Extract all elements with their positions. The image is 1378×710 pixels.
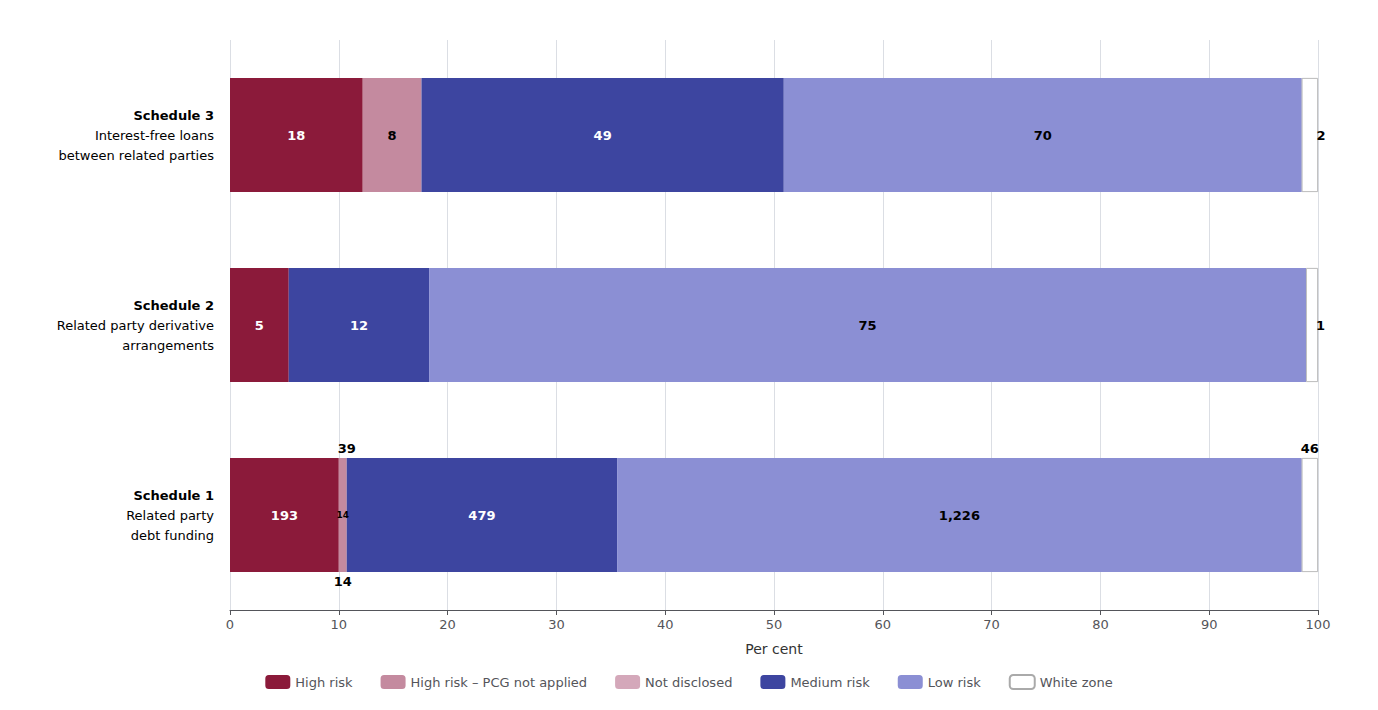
svg-text:70: 70	[983, 617, 1000, 632]
svg-text:14: 14	[337, 510, 350, 520]
svg-text:75: 75	[859, 318, 877, 333]
svg-text:Related party derivative: Related party derivative	[57, 318, 214, 333]
svg-text:479: 479	[468, 508, 495, 523]
svg-text:Low risk: Low risk	[928, 675, 981, 690]
svg-text:5: 5	[255, 318, 264, 333]
svg-text:100: 100	[1306, 617, 1331, 632]
svg-text:8: 8	[388, 128, 397, 143]
svg-text:2: 2	[1317, 128, 1326, 143]
svg-text:Related party: Related party	[126, 508, 214, 523]
svg-text:White zone: White zone	[1040, 675, 1113, 690]
svg-text:70: 70	[1034, 128, 1052, 143]
svg-text:49: 49	[594, 128, 612, 143]
svg-text:0: 0	[226, 617, 234, 632]
svg-text:Not disclosed: Not disclosed	[645, 675, 732, 690]
svg-text:Medium risk: Medium risk	[790, 675, 870, 690]
svg-text:60: 60	[875, 617, 892, 632]
svg-text:80: 80	[1092, 617, 1109, 632]
svg-text:40: 40	[657, 617, 674, 632]
svg-text:18: 18	[287, 128, 305, 143]
svg-text:1,226: 1,226	[939, 508, 980, 523]
svg-text:90: 90	[1201, 617, 1218, 632]
svg-text:50: 50	[766, 617, 783, 632]
svg-text:20: 20	[439, 617, 456, 632]
svg-text:between related parties: between related parties	[58, 148, 214, 163]
svg-text:High risk: High risk	[295, 675, 353, 690]
svg-text:30: 30	[548, 617, 565, 632]
svg-text:Schedule 3: Schedule 3	[133, 108, 214, 123]
svg-text:Per cent: Per cent	[745, 641, 803, 657]
svg-text:High risk – PCG not applied: High risk – PCG not applied	[411, 675, 588, 690]
svg-text:193: 193	[271, 508, 298, 523]
svg-text:Schedule 1: Schedule 1	[133, 488, 214, 503]
svg-text:Schedule 2: Schedule 2	[133, 298, 214, 313]
svg-text:14: 14	[334, 574, 352, 589]
svg-text:12: 12	[350, 318, 368, 333]
svg-text:arrangements: arrangements	[122, 338, 214, 353]
svg-text:Interest-free loans: Interest-free loans	[95, 128, 214, 143]
svg-text:39: 39	[338, 441, 356, 456]
svg-text:46: 46	[1301, 441, 1319, 456]
svg-text:debt funding: debt funding	[131, 528, 214, 543]
svg-text:10: 10	[331, 617, 348, 632]
svg-text:1: 1	[1316, 318, 1325, 333]
